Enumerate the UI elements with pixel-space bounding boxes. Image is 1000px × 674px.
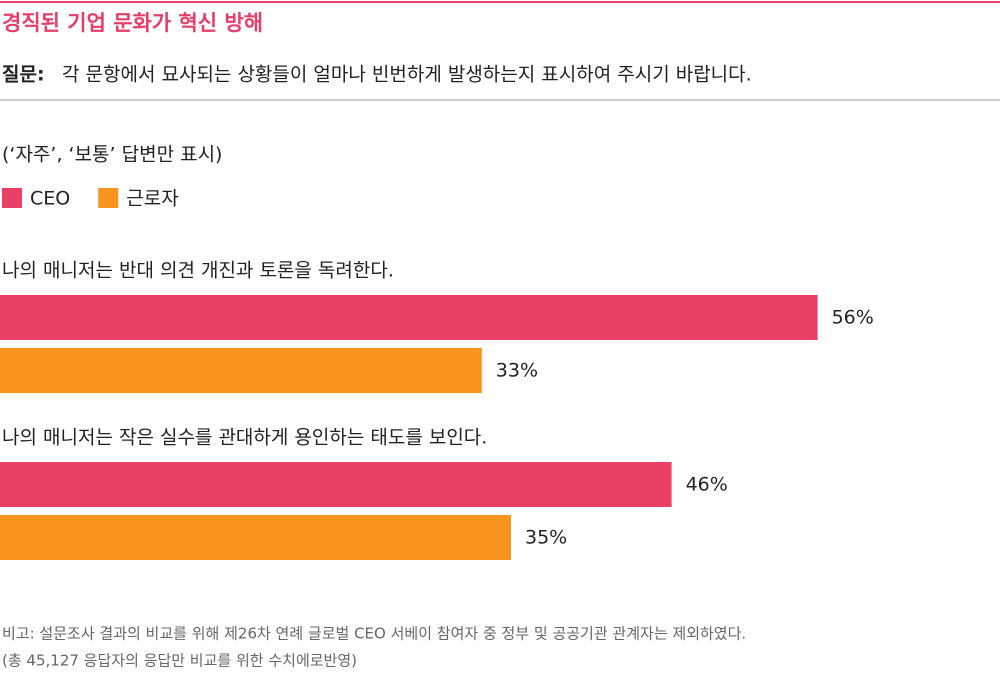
footnote: 비고: 설문조사 결과의 비교를 위해 제26차 연례 글로벌 CEO 서베이 … — [2, 625, 746, 643]
legend-swatch — [2, 188, 22, 208]
bar — [0, 462, 672, 507]
legend-swatch — [98, 188, 119, 208]
note: (‘자주’, ‘보통’ 답변만 표시) — [2, 144, 222, 166]
bar — [0, 295, 818, 340]
legend-label: CEO — [30, 188, 70, 210]
chart-title: 경직된 기업 문화가 혁신 방해 — [2, 11, 263, 35]
subtitle: 각 문항에서 묘사되는 상황들이 얼마나 빈번하게 발생하는지 표시하여 주시기… — [62, 64, 752, 86]
value-label: 46% — [686, 474, 728, 496]
footnote: (총 45,127 응답자의 응답만 비교를 위한 수치에로반영) — [2, 652, 357, 670]
legend-label: 근로자 — [126, 188, 178, 210]
bar — [0, 515, 511, 560]
category-label: 나의 매니저는 반대 의견 개진과 토론을 독려한다. — [2, 260, 394, 282]
question-label: 질문: — [2, 64, 45, 86]
value-label: 33% — [496, 360, 538, 382]
value-label: 35% — [525, 527, 567, 549]
bar — [0, 348, 482, 393]
value-label: 56% — [832, 307, 874, 329]
category-label: 나의 매니저는 작은 실수를 관대하게 용인하는 태도를 보인다. — [2, 427, 487, 449]
